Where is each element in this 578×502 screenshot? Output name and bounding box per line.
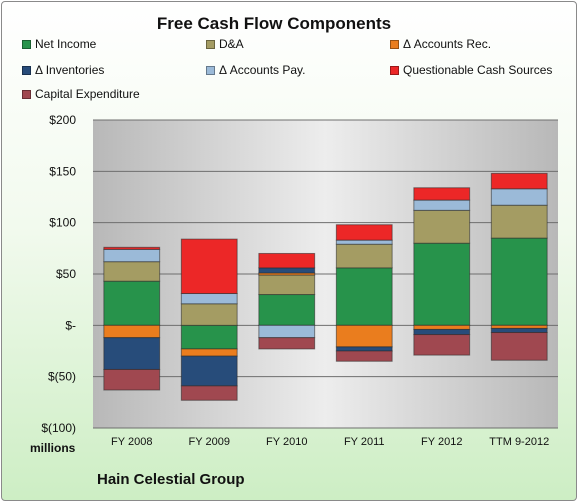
legend-label: Capital Expenditure xyxy=(35,87,140,101)
legend-item-net-income: Net Income xyxy=(22,37,96,51)
bar-segment xyxy=(258,324,316,339)
bar-segment xyxy=(180,303,238,326)
bar-segment xyxy=(335,243,393,269)
y-tick-label: $200 xyxy=(49,113,76,127)
bar-segment xyxy=(335,239,393,245)
y-tick-label: $100 xyxy=(49,216,76,230)
legend-label: Questionable Cash Sources xyxy=(403,63,553,77)
legend-item-da: D&A xyxy=(206,37,244,51)
bar-segment xyxy=(413,324,471,330)
bar-segment xyxy=(335,346,393,352)
x-tick-label: FY 2012 xyxy=(421,436,462,448)
bar-segment xyxy=(335,350,393,362)
bar-segment xyxy=(335,324,393,348)
company-name: Hain Celestial Group xyxy=(97,471,245,488)
legend-swatch xyxy=(22,90,31,99)
x-tick-label: FY 2010 xyxy=(266,436,307,448)
bar-segment xyxy=(180,293,238,305)
bar-segment xyxy=(103,324,161,339)
bar-segment xyxy=(490,188,548,206)
bar-segment xyxy=(490,204,548,239)
bar-segment xyxy=(413,187,471,201)
bar-segment xyxy=(103,368,161,391)
y-axis: $200 $150 $100 $50 $- $(50) $(100) xyxy=(41,113,76,435)
legend-swatch xyxy=(22,66,31,75)
bar-segment xyxy=(490,327,548,334)
legend-item-questionable-cash: Questionable Cash Sources xyxy=(390,63,552,77)
x-tick-label: FY 2011 xyxy=(344,436,385,448)
legend: Net Income D&A Δ Accounts Rec. Δ Invento… xyxy=(0,0,578,110)
bar-segment xyxy=(258,294,316,326)
legend-label: Δ Accounts Rec. xyxy=(403,37,492,51)
gridlines xyxy=(93,119,558,429)
legend-item-accounts-pay: Δ Accounts Pay. xyxy=(206,63,306,77)
units-label: millions xyxy=(30,441,76,455)
legend-swatch xyxy=(390,66,399,75)
bar-segment xyxy=(180,355,238,387)
bar-segment xyxy=(103,337,161,370)
y-tick-label: $(100) xyxy=(41,421,76,435)
y-tick-label: $50 xyxy=(56,267,76,281)
bar-segment xyxy=(103,261,161,282)
bar-segment xyxy=(258,274,316,296)
bar-segment xyxy=(413,199,471,211)
x-axis: FY 2008 FY 2009 FY 2010 FY 2011 FY 2012 TTM 9… xyxy=(111,436,549,448)
x-tick-label: FY 2008 xyxy=(111,436,152,448)
bar-segment xyxy=(413,328,471,336)
legend-label: Net Income xyxy=(35,37,97,51)
legend-item-capex: Capital Expenditure xyxy=(22,87,140,101)
y-tick-label: $150 xyxy=(49,164,76,178)
bar-segment xyxy=(490,172,548,190)
bar-segment xyxy=(413,242,471,326)
x-tick-label: FY 2009 xyxy=(189,436,230,448)
bar-segment xyxy=(180,324,238,350)
chart-title: Free Cash Flow Components xyxy=(156,14,392,33)
legend-swatch xyxy=(390,40,399,49)
bar-segment xyxy=(103,246,161,250)
bar-segment xyxy=(413,209,471,244)
bar-segment xyxy=(258,337,316,350)
legend-swatch xyxy=(22,40,31,49)
bar-segment xyxy=(103,248,161,263)
x-tick-label: TTM 9-2012 xyxy=(489,436,549,448)
legend-item-inventories: Δ Inventories xyxy=(22,63,104,77)
bars xyxy=(103,172,548,401)
legend-label: D&A xyxy=(219,37,244,51)
bar-segment xyxy=(103,280,161,326)
y-tick-label: $(50) xyxy=(48,370,76,384)
bar-segment xyxy=(490,332,548,361)
bar-segment xyxy=(180,238,238,295)
legend-swatch xyxy=(206,40,215,49)
bar-segment xyxy=(180,348,238,357)
bar-segment xyxy=(413,334,471,356)
bar-segment xyxy=(335,267,393,326)
bar-segment xyxy=(180,385,238,401)
bar-segment xyxy=(335,224,393,241)
bar-segment xyxy=(258,267,316,274)
legend-label: Δ Inventories xyxy=(35,63,105,77)
bar-segment xyxy=(258,252,316,269)
legend-label: Δ Accounts Pay. xyxy=(219,63,306,77)
legend-swatch xyxy=(206,66,215,75)
y-tick-label: $- xyxy=(65,318,76,332)
legend-item-accounts-rec: Δ Accounts Rec. xyxy=(390,37,491,51)
bar-segment xyxy=(490,237,548,326)
